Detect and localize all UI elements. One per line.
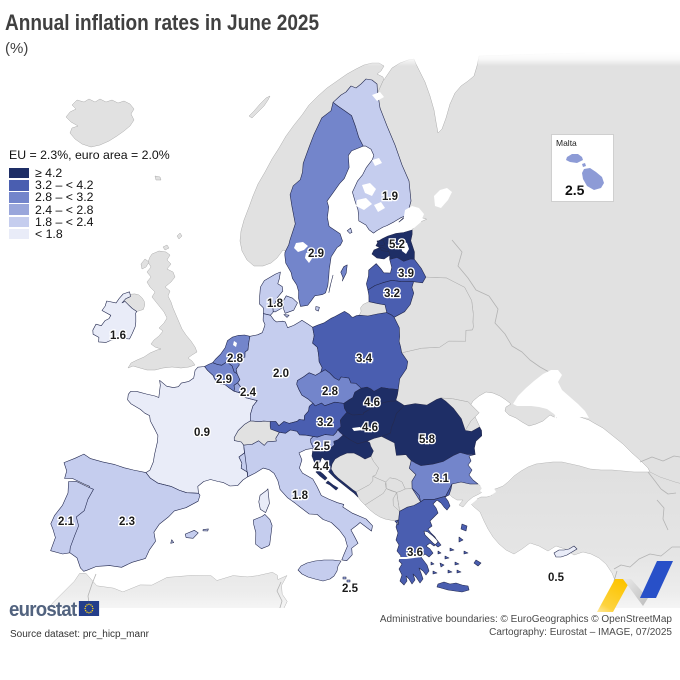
svg-text:2.8: 2.8 xyxy=(227,353,244,365)
svg-text:4.4: 4.4 xyxy=(313,461,330,473)
svg-text:0.5: 0.5 xyxy=(548,572,565,584)
svg-text:2.4: 2.4 xyxy=(240,387,257,399)
svg-text:2.9: 2.9 xyxy=(308,248,324,260)
svg-text:2.5: 2.5 xyxy=(342,583,359,595)
svg-text:3.6: 3.6 xyxy=(407,547,423,559)
svg-text:2.0: 2.0 xyxy=(273,368,289,380)
svg-text:3.2: 3.2 xyxy=(384,288,400,300)
svg-text:5.2: 5.2 xyxy=(389,239,405,251)
svg-text:4.6: 4.6 xyxy=(362,422,378,434)
svg-text:1.9: 1.9 xyxy=(382,191,398,203)
svg-text:1.6: 1.6 xyxy=(110,330,126,342)
svg-text:3.9: 3.9 xyxy=(398,268,414,280)
svg-text:2.1: 2.1 xyxy=(58,516,75,528)
svg-text:2.5: 2.5 xyxy=(314,441,331,453)
svg-text:0.9: 0.9 xyxy=(194,427,210,439)
svg-text:1.8: 1.8 xyxy=(292,490,309,502)
svg-text:1.8: 1.8 xyxy=(267,298,284,310)
svg-text:4.6: 4.6 xyxy=(364,397,380,409)
svg-text:3.1: 3.1 xyxy=(433,473,450,485)
svg-text:2.9: 2.9 xyxy=(216,374,232,386)
svg-text:2.3: 2.3 xyxy=(119,516,135,528)
svg-text:3.4: 3.4 xyxy=(356,353,373,365)
svg-text:5.8: 5.8 xyxy=(419,434,436,446)
svg-text:3.2: 3.2 xyxy=(317,417,333,429)
svg-text:2.8: 2.8 xyxy=(322,386,339,398)
